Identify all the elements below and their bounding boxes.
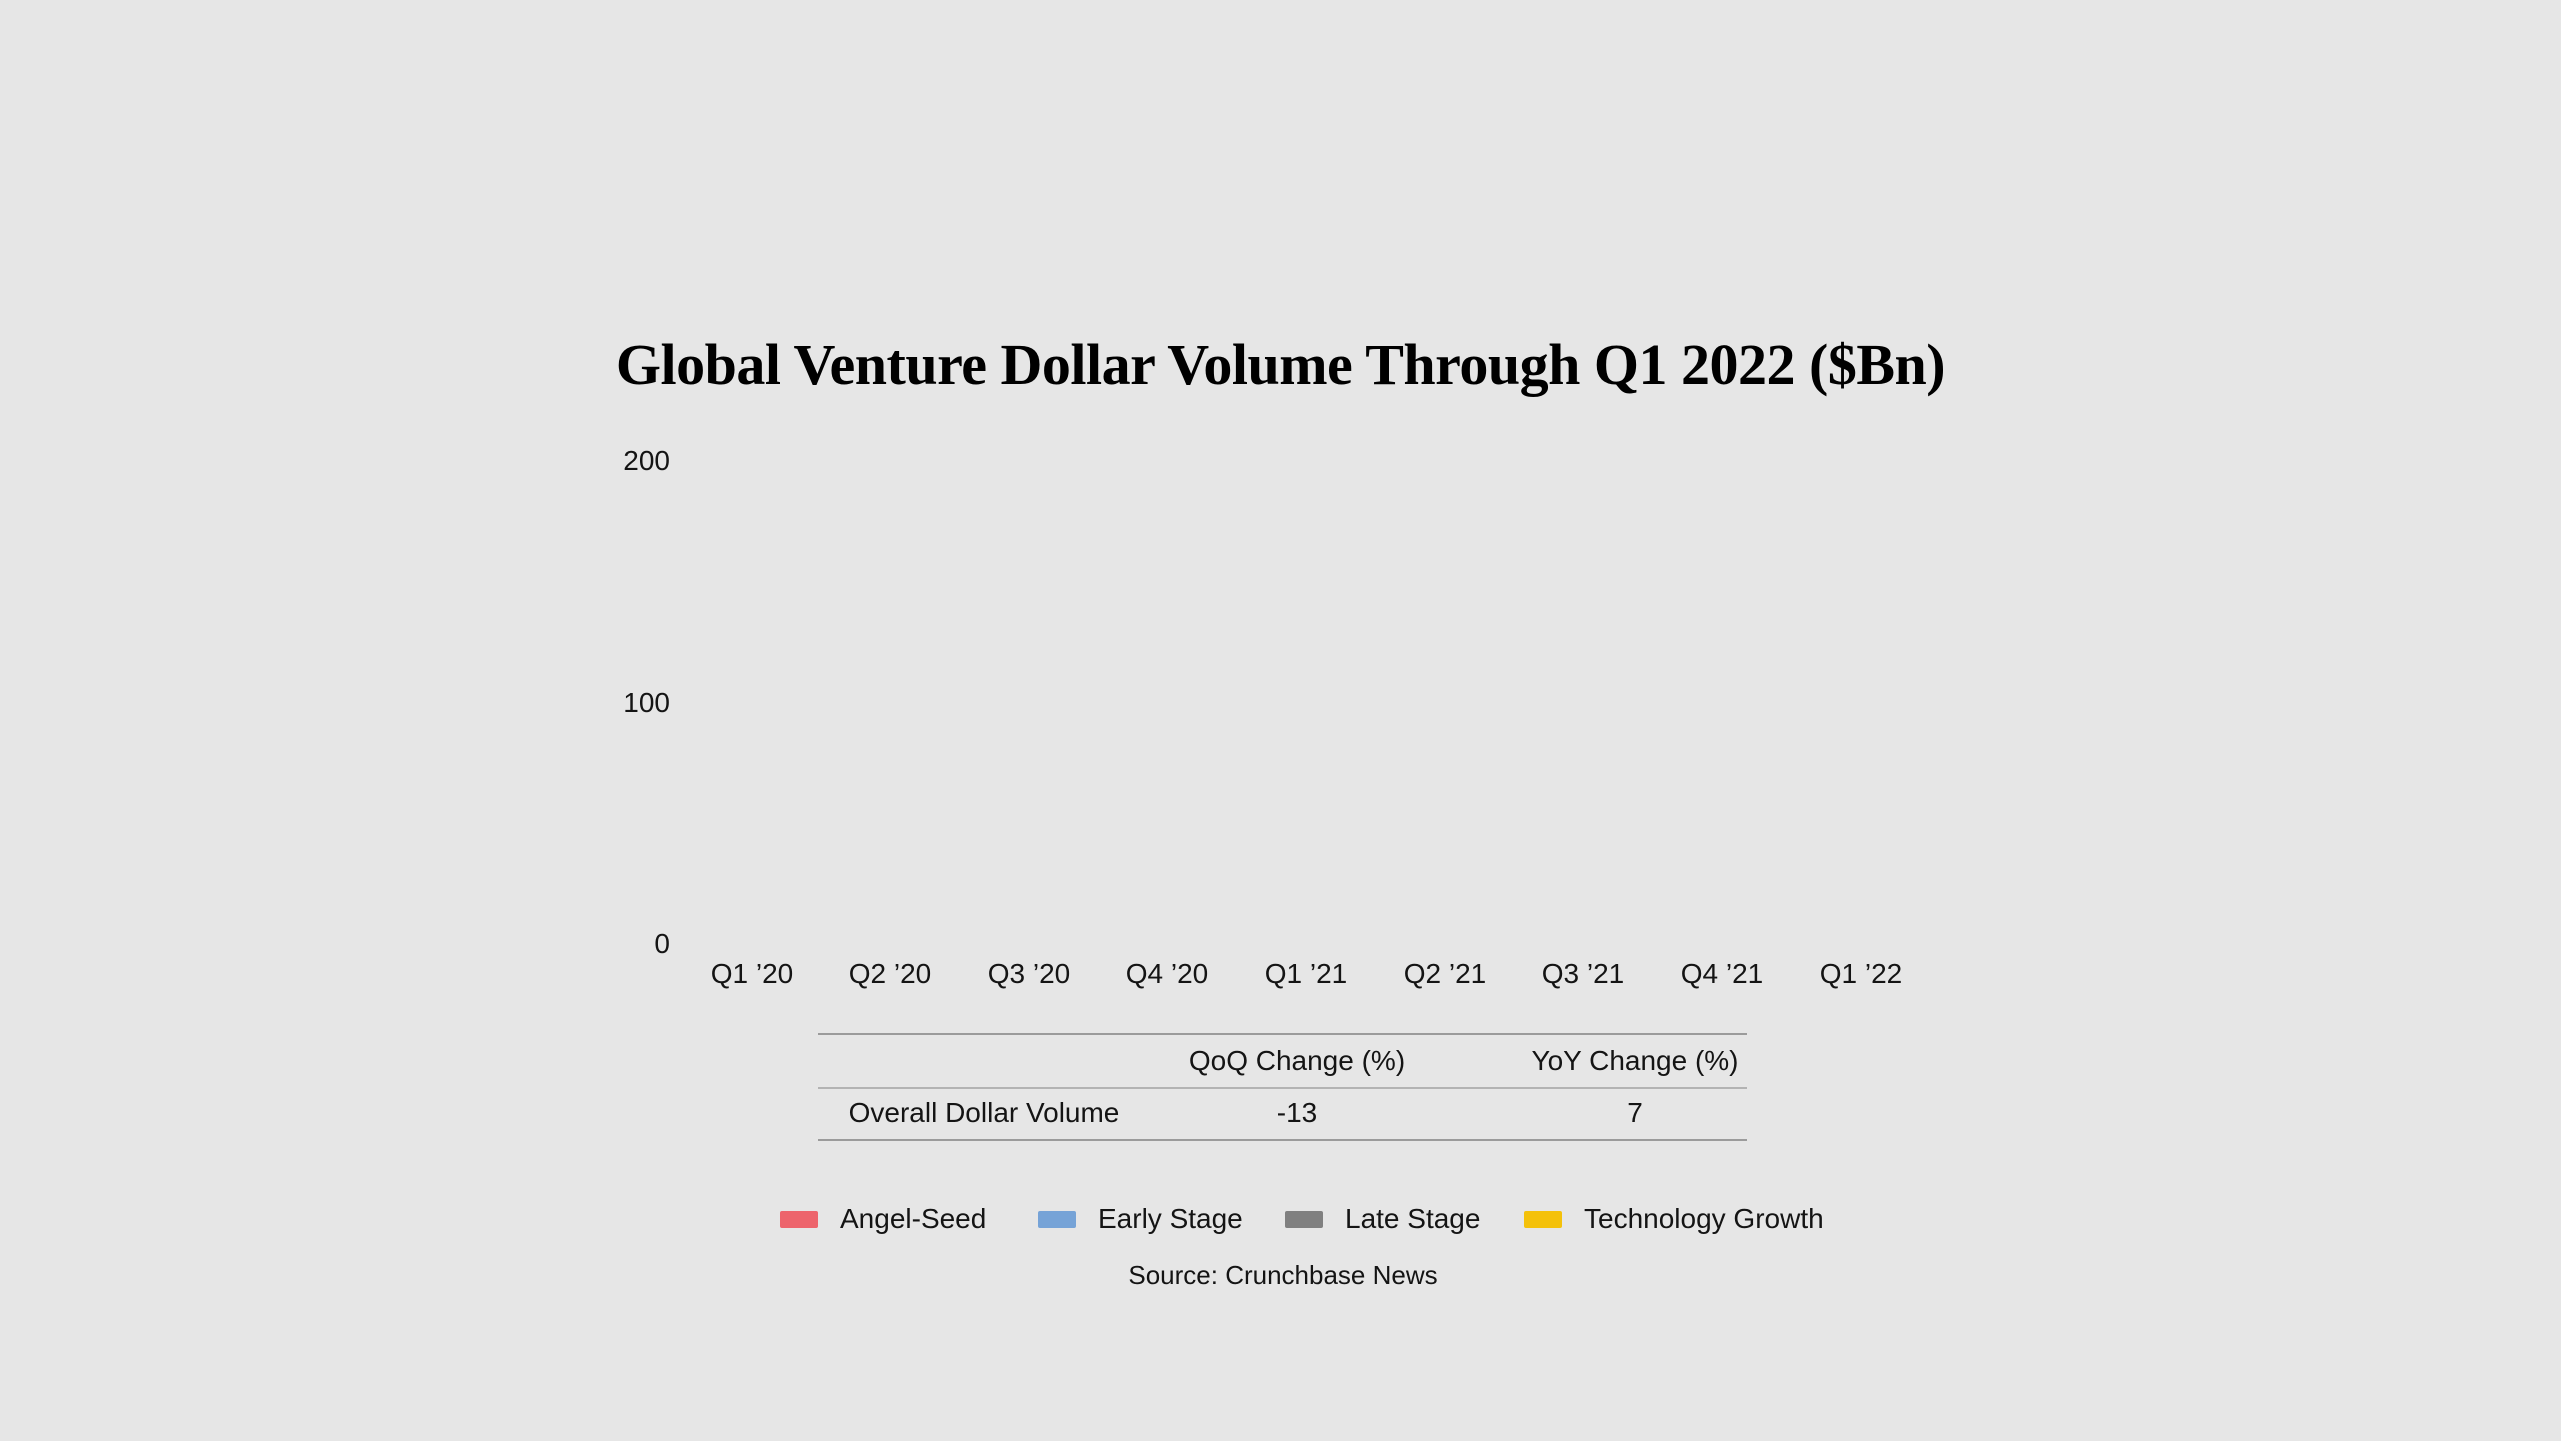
table-rule-bottom	[818, 1139, 1747, 1141]
legend-swatch-late-stage	[1285, 1210, 1323, 1228]
legend-item-early-stage: Early Stage	[1038, 1203, 1243, 1235]
x-axis-tick-label-q4-20: Q4 ’20	[1125, 958, 1209, 989]
table-rule-top	[818, 1033, 1747, 1035]
x-axis-tick-label-q1-22: Q1 ’22	[1819, 958, 1903, 989]
x-axis-tick-label-q1-20: Q1 ’20	[710, 958, 794, 989]
y-axis-tick-label-0: 0	[654, 928, 670, 959]
plot-area	[682, 440, 1932, 944]
table-header-yoy-change: YoY Change (%)	[1531, 1045, 1739, 1076]
table-header-qoq-change: QoQ Change (%)	[1188, 1045, 1406, 1076]
x-axis-tick-label-q3-21: Q3 ’21	[1541, 958, 1625, 989]
legend-label-early-stage: Early Stage	[1098, 1203, 1243, 1234]
y-axis-tick-label-100: 100	[623, 687, 670, 718]
x-axis-tick-label-q2-21: Q2 ’21	[1403, 958, 1487, 989]
source-credit: Source: Crunchbase News	[1128, 1260, 1438, 1290]
legend-swatch-early-stage	[1038, 1210, 1076, 1228]
x-axis-tick-label-q2-20: Q2 ’20	[848, 958, 932, 989]
legend-item-late-stage: Late Stage	[1285, 1203, 1480, 1235]
legend-label-late-stage: Late Stage	[1345, 1203, 1481, 1234]
legend-label-technology-growth: Technology Growth	[1584, 1203, 1824, 1234]
legend-swatch-technology-growth	[1524, 1210, 1562, 1228]
legend-swatch-angel-seed	[780, 1210, 818, 1228]
x-axis-tick-label-q3-20: Q3 ’20	[987, 958, 1071, 989]
y-axis-tick-label-200: 200	[623, 445, 670, 476]
legend-label-angel-seed: Angel-Seed	[840, 1203, 987, 1234]
x-axis-tick-label-q1-21: Q1 ’21	[1264, 958, 1348, 989]
table-value-qoq: -13	[1276, 1097, 1318, 1128]
legend-item-technology-growth: Technology Growth	[1524, 1203, 1824, 1235]
x-axis-tick-label-q4-21: Q4 ’21	[1680, 958, 1764, 989]
chart-title: Global Venture Dollar Volume Through Q1 …	[615, 332, 1946, 397]
table-row-label: Overall Dollar Volume	[848, 1097, 1120, 1128]
table-rule-middle	[818, 1087, 1747, 1089]
table-value-yoy: 7	[1627, 1097, 1643, 1128]
legend-item-angel-seed: Angel-Seed	[780, 1203, 986, 1235]
